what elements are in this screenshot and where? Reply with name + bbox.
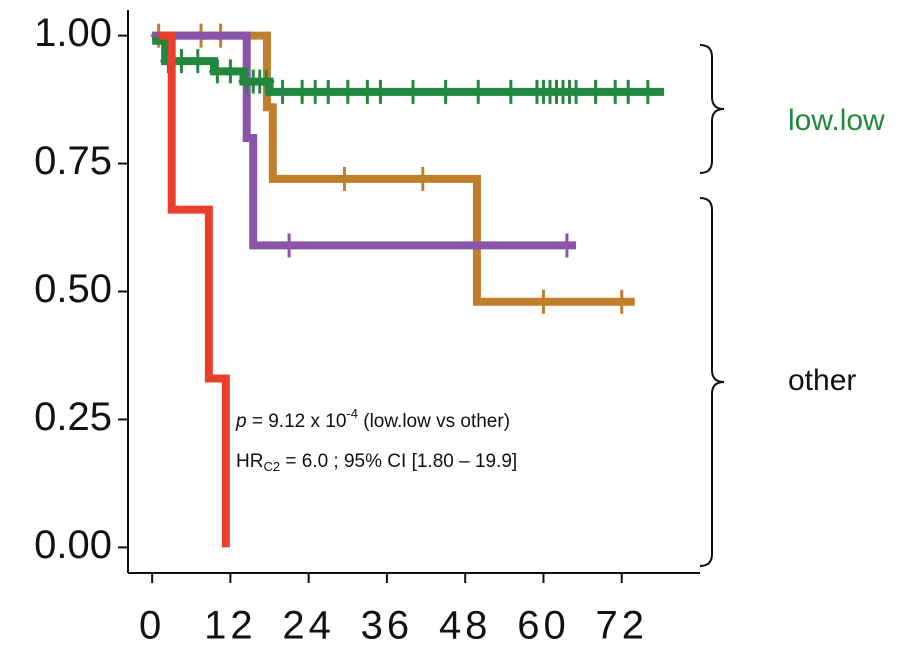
censor-mark	[320, 79, 337, 104]
x-tick-label: 60	[517, 604, 570, 648]
survival-curve	[152, 31, 635, 306]
x-tick-label: 36	[361, 604, 414, 648]
y-tick-label: 0.25	[34, 395, 112, 439]
y-tick-label: 0.75	[34, 139, 112, 183]
annotation: HRC2 = 6.0 ; 95% CI [1.80 – 19.9]	[236, 451, 517, 474]
annotation-part: p	[235, 411, 247, 432]
annotation-part: (low.low vs other)	[358, 411, 510, 432]
censor-mark	[281, 233, 298, 258]
x-tick-label: 24	[282, 604, 335, 648]
censor-mark	[613, 289, 630, 314]
y-tick-label: 1.00	[34, 11, 112, 55]
x-tick-label: 48	[439, 604, 492, 648]
group-label: other	[788, 364, 856, 397]
censor-mark	[414, 166, 431, 191]
censor-mark	[535, 289, 552, 314]
censor-mark	[336, 166, 353, 191]
y-tick-label: 0.00	[34, 523, 112, 567]
survival-curve	[158, 31, 230, 548]
censor-mark	[568, 79, 585, 104]
annotation: p = 9.12 x 10-4 (low.low vs other)	[235, 406, 510, 432]
annotation-part: = 6.0 ; 95% CI [1.80 – 19.9]	[280, 451, 517, 472]
annotation-part: = 9.12 x 10	[247, 411, 347, 432]
censor-mark	[173, 49, 190, 74]
group-label: low.low	[788, 104, 885, 137]
x-tick-label: 0	[139, 604, 165, 648]
survival-curve	[152, 31, 577, 250]
annotation-part: -4	[346, 406, 358, 421]
annotation-part: HR	[236, 451, 263, 472]
brace	[699, 44, 725, 174]
censor-mark	[558, 233, 575, 258]
censor-mark	[470, 79, 487, 104]
annotation-part: C2	[263, 459, 280, 474]
censor-mark	[274, 79, 291, 104]
censor-mark	[405, 79, 422, 104]
censor-mark	[339, 79, 356, 104]
brace	[699, 197, 725, 567]
censor-mark	[258, 69, 275, 94]
censor-mark	[189, 49, 206, 74]
x-tick-label: 72	[595, 604, 648, 648]
censor-mark	[587, 79, 604, 104]
x-tick-label: 12	[204, 604, 257, 648]
censor-mark	[222, 59, 239, 84]
censor-mark	[639, 79, 656, 104]
censor-mark	[620, 79, 637, 104]
censor-mark	[437, 79, 454, 104]
censor-mark	[502, 79, 519, 104]
y-tick-label: 0.50	[34, 267, 112, 311]
censor-mark	[372, 79, 389, 104]
